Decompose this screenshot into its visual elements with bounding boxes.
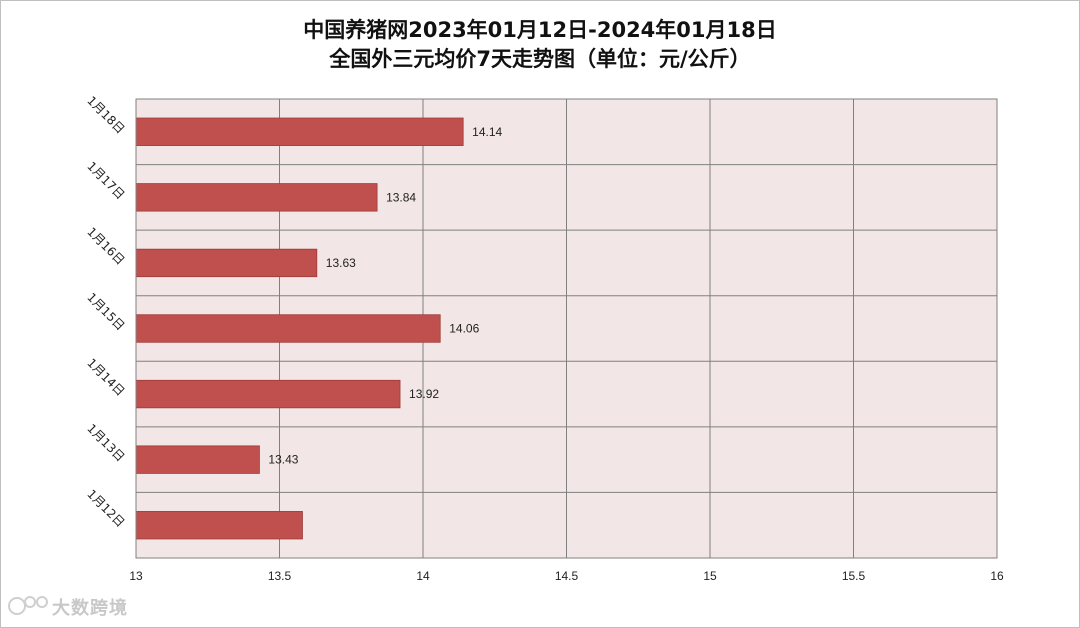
data-label: 13.84 bbox=[386, 190, 416, 204]
bar bbox=[135, 511, 303, 540]
data-label: 13.63 bbox=[326, 256, 356, 270]
watermark-logo-icon bbox=[8, 596, 48, 615]
chart-title: 中国养猪网2023年01月12日-2024年01月18日 全国外三元均价7天走势… bbox=[0, 16, 1080, 74]
x-tick-label: 16 bbox=[990, 569, 1004, 583]
bar bbox=[135, 117, 464, 146]
y-category-label: 1月15日 bbox=[84, 290, 127, 333]
y-category-label: 1月12日 bbox=[84, 487, 127, 530]
x-tick-label: 15.5 bbox=[842, 569, 866, 583]
y-category-label: 1月17日 bbox=[84, 159, 127, 202]
x-tick-label: 14.5 bbox=[555, 569, 579, 583]
y-category-label: 1月13日 bbox=[84, 421, 127, 464]
x-tick-label: 15 bbox=[703, 569, 717, 583]
chart-title-line1: 中国养猪网2023年01月12日-2024年01月18日 bbox=[303, 18, 777, 42]
bar bbox=[135, 183, 378, 212]
data-label: 14.06 bbox=[449, 322, 479, 336]
x-tick-label: 13.5 bbox=[268, 569, 292, 583]
bar bbox=[135, 314, 441, 343]
x-tick-label: 14 bbox=[416, 569, 430, 583]
data-label: 13.92 bbox=[409, 387, 439, 401]
bar bbox=[135, 445, 260, 474]
bar bbox=[135, 248, 318, 278]
bar bbox=[135, 379, 401, 409]
plot-border bbox=[135, 98, 998, 559]
data-label: 14.14 bbox=[472, 125, 502, 139]
chart-title-line2: 全国外三元均价7天走势图（单位：元/公斤） bbox=[329, 47, 751, 71]
x-tick-label: 13 bbox=[129, 569, 143, 583]
y-category-label: 1月16日 bbox=[84, 225, 127, 268]
data-label: 13.43 bbox=[268, 453, 298, 467]
y-category-label: 1月18日 bbox=[84, 93, 127, 136]
y-category-label: 1月14日 bbox=[84, 356, 127, 399]
watermark-text: 大数跨境 bbox=[52, 598, 128, 619]
